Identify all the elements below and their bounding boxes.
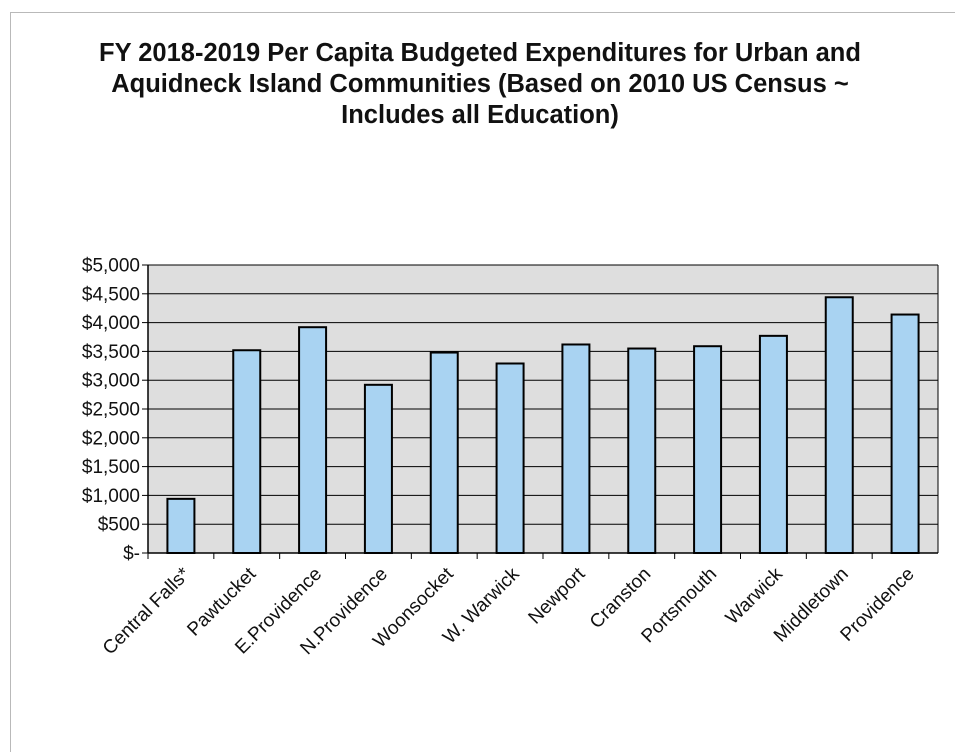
y-tick-label: $1,000 <box>82 486 140 507</box>
bar <box>693 345 723 554</box>
y-tick-label: $5,000 <box>82 256 140 277</box>
bar <box>429 351 459 554</box>
x-tick-label: Cranston <box>586 564 655 633</box>
bar <box>890 313 920 555</box>
chart-frame <box>10 12 955 752</box>
y-tick-label: $500 <box>98 515 140 536</box>
x-axis-labels: Central Falls*PawtucketE.ProvidenceN.Pro… <box>99 553 919 659</box>
bar <box>627 347 657 554</box>
bar <box>758 334 788 554</box>
x-tick-label: Newport <box>525 563 590 628</box>
bar <box>495 362 525 554</box>
y-tick-label: $4,000 <box>82 313 140 334</box>
y-tick-label: $- <box>123 544 140 565</box>
bar <box>298 326 328 555</box>
chart-title: FY 2018-2019 Per Capita Budgeted Expendi… <box>99 39 861 129</box>
y-axis-ticks: $- $500 $1,000 $1,500 $2,000 $2,500 $3,000 $3,5… <box>82 256 148 565</box>
bar <box>824 296 854 555</box>
bar <box>561 343 591 554</box>
bar <box>166 497 196 554</box>
bar <box>232 349 262 554</box>
y-tick-label: $3,000 <box>82 371 140 392</box>
y-tick-label: $1,500 <box>82 457 140 478</box>
y-tick-label: $4,500 <box>82 284 140 305</box>
x-tick-label: Central Falls* <box>99 563 195 659</box>
bar <box>363 383 393 555</box>
bar-chart: $- $500 $1,000 $1,500 $2,000 $2,500 $3,000 $3,5… <box>82 256 939 659</box>
y-tick-label: $2,000 <box>82 428 140 449</box>
y-tick-label: $2,500 <box>82 400 140 421</box>
y-tick-label: $3,500 <box>82 342 140 363</box>
x-tick-label: Warwick <box>722 563 787 628</box>
